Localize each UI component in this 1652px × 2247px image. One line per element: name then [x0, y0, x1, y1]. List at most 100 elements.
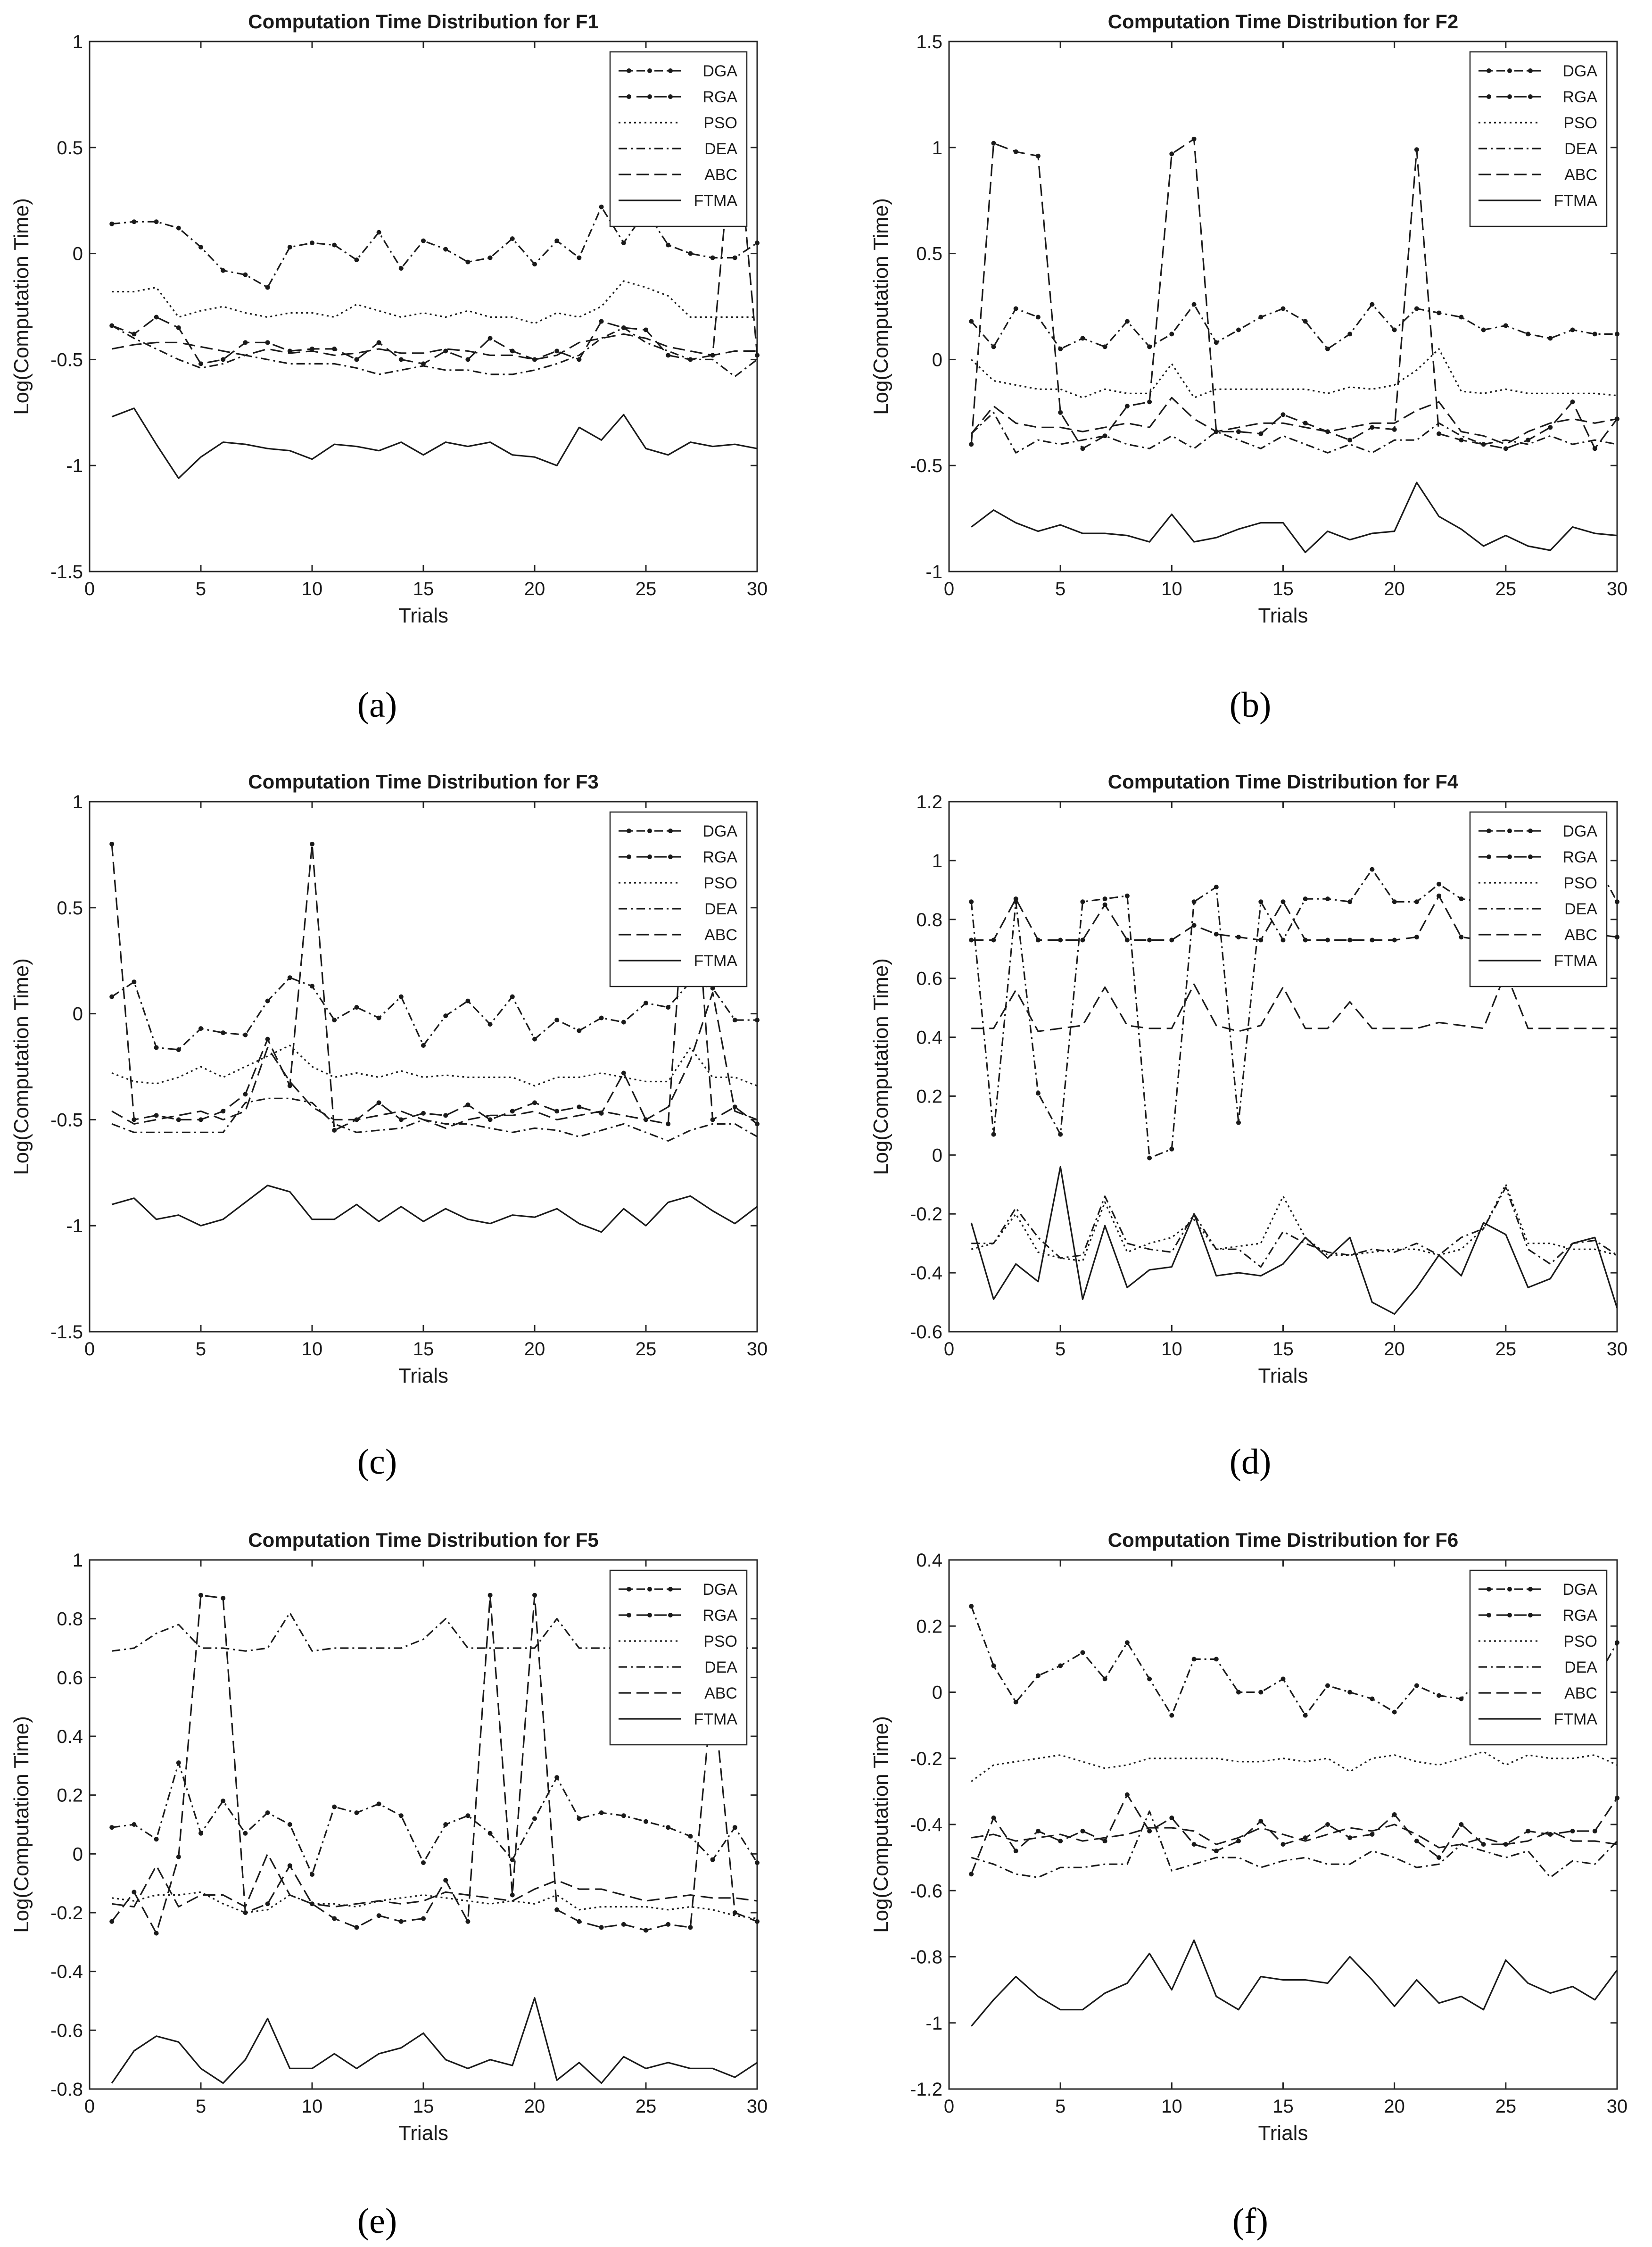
series-line-dea: [111, 325, 757, 378]
data-point-rga: [1370, 1832, 1375, 1837]
data-point-dga: [1370, 1696, 1375, 1701]
legend-marker: [1507, 1587, 1512, 1592]
data-point-dga: [1169, 332, 1174, 337]
data-point-dga: [621, 1020, 626, 1025]
series-line-rga: [111, 104, 757, 365]
data-point-rga: [1102, 902, 1107, 907]
series-line-abc: [111, 333, 757, 361]
x-tick-label: 0: [944, 579, 954, 599]
data-point-dga: [1102, 344, 1107, 349]
data-point-dga: [1347, 899, 1353, 904]
series-line-pso: [971, 1751, 1617, 1783]
x-tick-label: 25: [636, 579, 657, 599]
data-point-dga: [532, 1816, 537, 1821]
y-tick-label: -0.4: [50, 1962, 83, 1982]
legend-label: DGA: [1562, 62, 1597, 80]
series-line-pso: [971, 348, 1617, 398]
x-tick-label: 0: [944, 1339, 954, 1360]
data-point-rga: [710, 1117, 715, 1122]
legend-label: DGA: [702, 62, 737, 80]
legend-label: PSO: [703, 114, 737, 132]
legend-marker: [1528, 1613, 1533, 1617]
data-point-dga: [1191, 1657, 1197, 1662]
legend-label: RGA: [1562, 1607, 1597, 1625]
data-point-rga: [1615, 1795, 1619, 1800]
data-point-rga: [1169, 151, 1174, 157]
data-point-rga: [1080, 937, 1085, 943]
x-tick-label: 30: [747, 1339, 768, 1360]
panel-caption: (b): [1230, 685, 1272, 725]
data-point-rga: [310, 841, 314, 846]
legend-label: FTMA: [694, 192, 737, 210]
data-point-dga: [243, 1831, 248, 1836]
data-point-dga: [599, 204, 604, 209]
series-line-abc: [111, 992, 757, 1129]
x-tick-label: 5: [1055, 1339, 1066, 1360]
legend-marker: [1487, 1613, 1491, 1617]
data-point-dga: [1615, 1640, 1619, 1645]
data-point-dga: [198, 1026, 203, 1031]
chart-panel-b: Computation Time Distribution for F20 5 10…: [869, 10, 1627, 627]
chart-panel-c: Computation Time Distribution for F30 5 10…: [10, 771, 768, 1387]
panel-caption: (d): [1230, 1442, 1272, 1482]
data-point-rga: [421, 1916, 426, 1921]
y-tick-label: 0.2: [916, 1616, 942, 1637]
data-point-dga: [1459, 1696, 1464, 1701]
data-point-dga: [1058, 346, 1063, 351]
legend-marker: [668, 68, 673, 73]
data-point-dga: [1214, 885, 1219, 890]
legend-label: ABC: [704, 166, 737, 184]
y-tick-label: 1.5: [916, 32, 942, 52]
series-line-dea: [111, 1097, 757, 1142]
y-tick-label: 0.6: [916, 969, 942, 989]
legend-label: DGA: [1562, 822, 1597, 840]
data-point-dga: [243, 272, 248, 277]
data-point-rga: [577, 1919, 582, 1924]
legend-marker: [1507, 94, 1512, 99]
data-point-dga: [1392, 899, 1397, 904]
data-point-rga: [1592, 1829, 1597, 1833]
y-tick-label: 0: [932, 1145, 942, 1166]
data-point-dga: [732, 255, 737, 260]
data-point-dga: [688, 251, 693, 256]
data-point-dga: [991, 1663, 996, 1668]
data-point-dga: [532, 262, 537, 267]
data-point-dga: [577, 1816, 582, 1821]
legend-label: DEA: [704, 140, 737, 158]
legend-label: ABC: [704, 1684, 737, 1702]
x-tick-label: 20: [524, 579, 545, 599]
data-point-dga: [1102, 1676, 1107, 1682]
data-point-rga: [510, 1892, 515, 1898]
y-tick-label: -0.2: [50, 1903, 83, 1924]
data-point-rga: [443, 348, 448, 354]
x-tick-label: 10: [1161, 1339, 1182, 1360]
x-tick-label: 5: [196, 1339, 206, 1360]
x-tick-label: 15: [413, 1339, 434, 1360]
x-tick-label: 15: [1272, 1339, 1294, 1360]
data-point-rga: [1236, 935, 1241, 940]
panel-caption: (a): [357, 685, 397, 725]
data-point-dga: [376, 1801, 381, 1807]
data-point-dga: [1414, 899, 1419, 904]
data-point-dga: [1147, 1155, 1152, 1161]
chart-title: Computation Time Distribution for F3: [248, 771, 599, 793]
legend-marker: [668, 1587, 673, 1592]
legend-marker: [1507, 829, 1512, 833]
data-point-dga: [487, 1022, 493, 1027]
x-tick-label: 5: [1055, 579, 1066, 599]
y-tick-label: -0.5: [910, 456, 942, 476]
x-tick-label: 30: [747, 2096, 768, 2117]
data-point-dga: [1035, 1091, 1041, 1096]
data-point-dga: [176, 225, 181, 231]
data-point-rga: [487, 336, 493, 341]
data-point-dga: [421, 1043, 426, 1048]
data-point-rga: [666, 1922, 671, 1927]
series-line-ftma: [971, 481, 1617, 554]
data-point-rga: [1191, 923, 1197, 928]
y-tick-label: 0: [73, 1844, 83, 1865]
series-line-rga: [970, 138, 1617, 449]
data-point-dga: [443, 247, 448, 252]
x-tick-label: 0: [84, 1339, 95, 1360]
legend-marker: [647, 68, 652, 73]
y-axis-label: Log(Computation Time): [10, 958, 33, 1175]
